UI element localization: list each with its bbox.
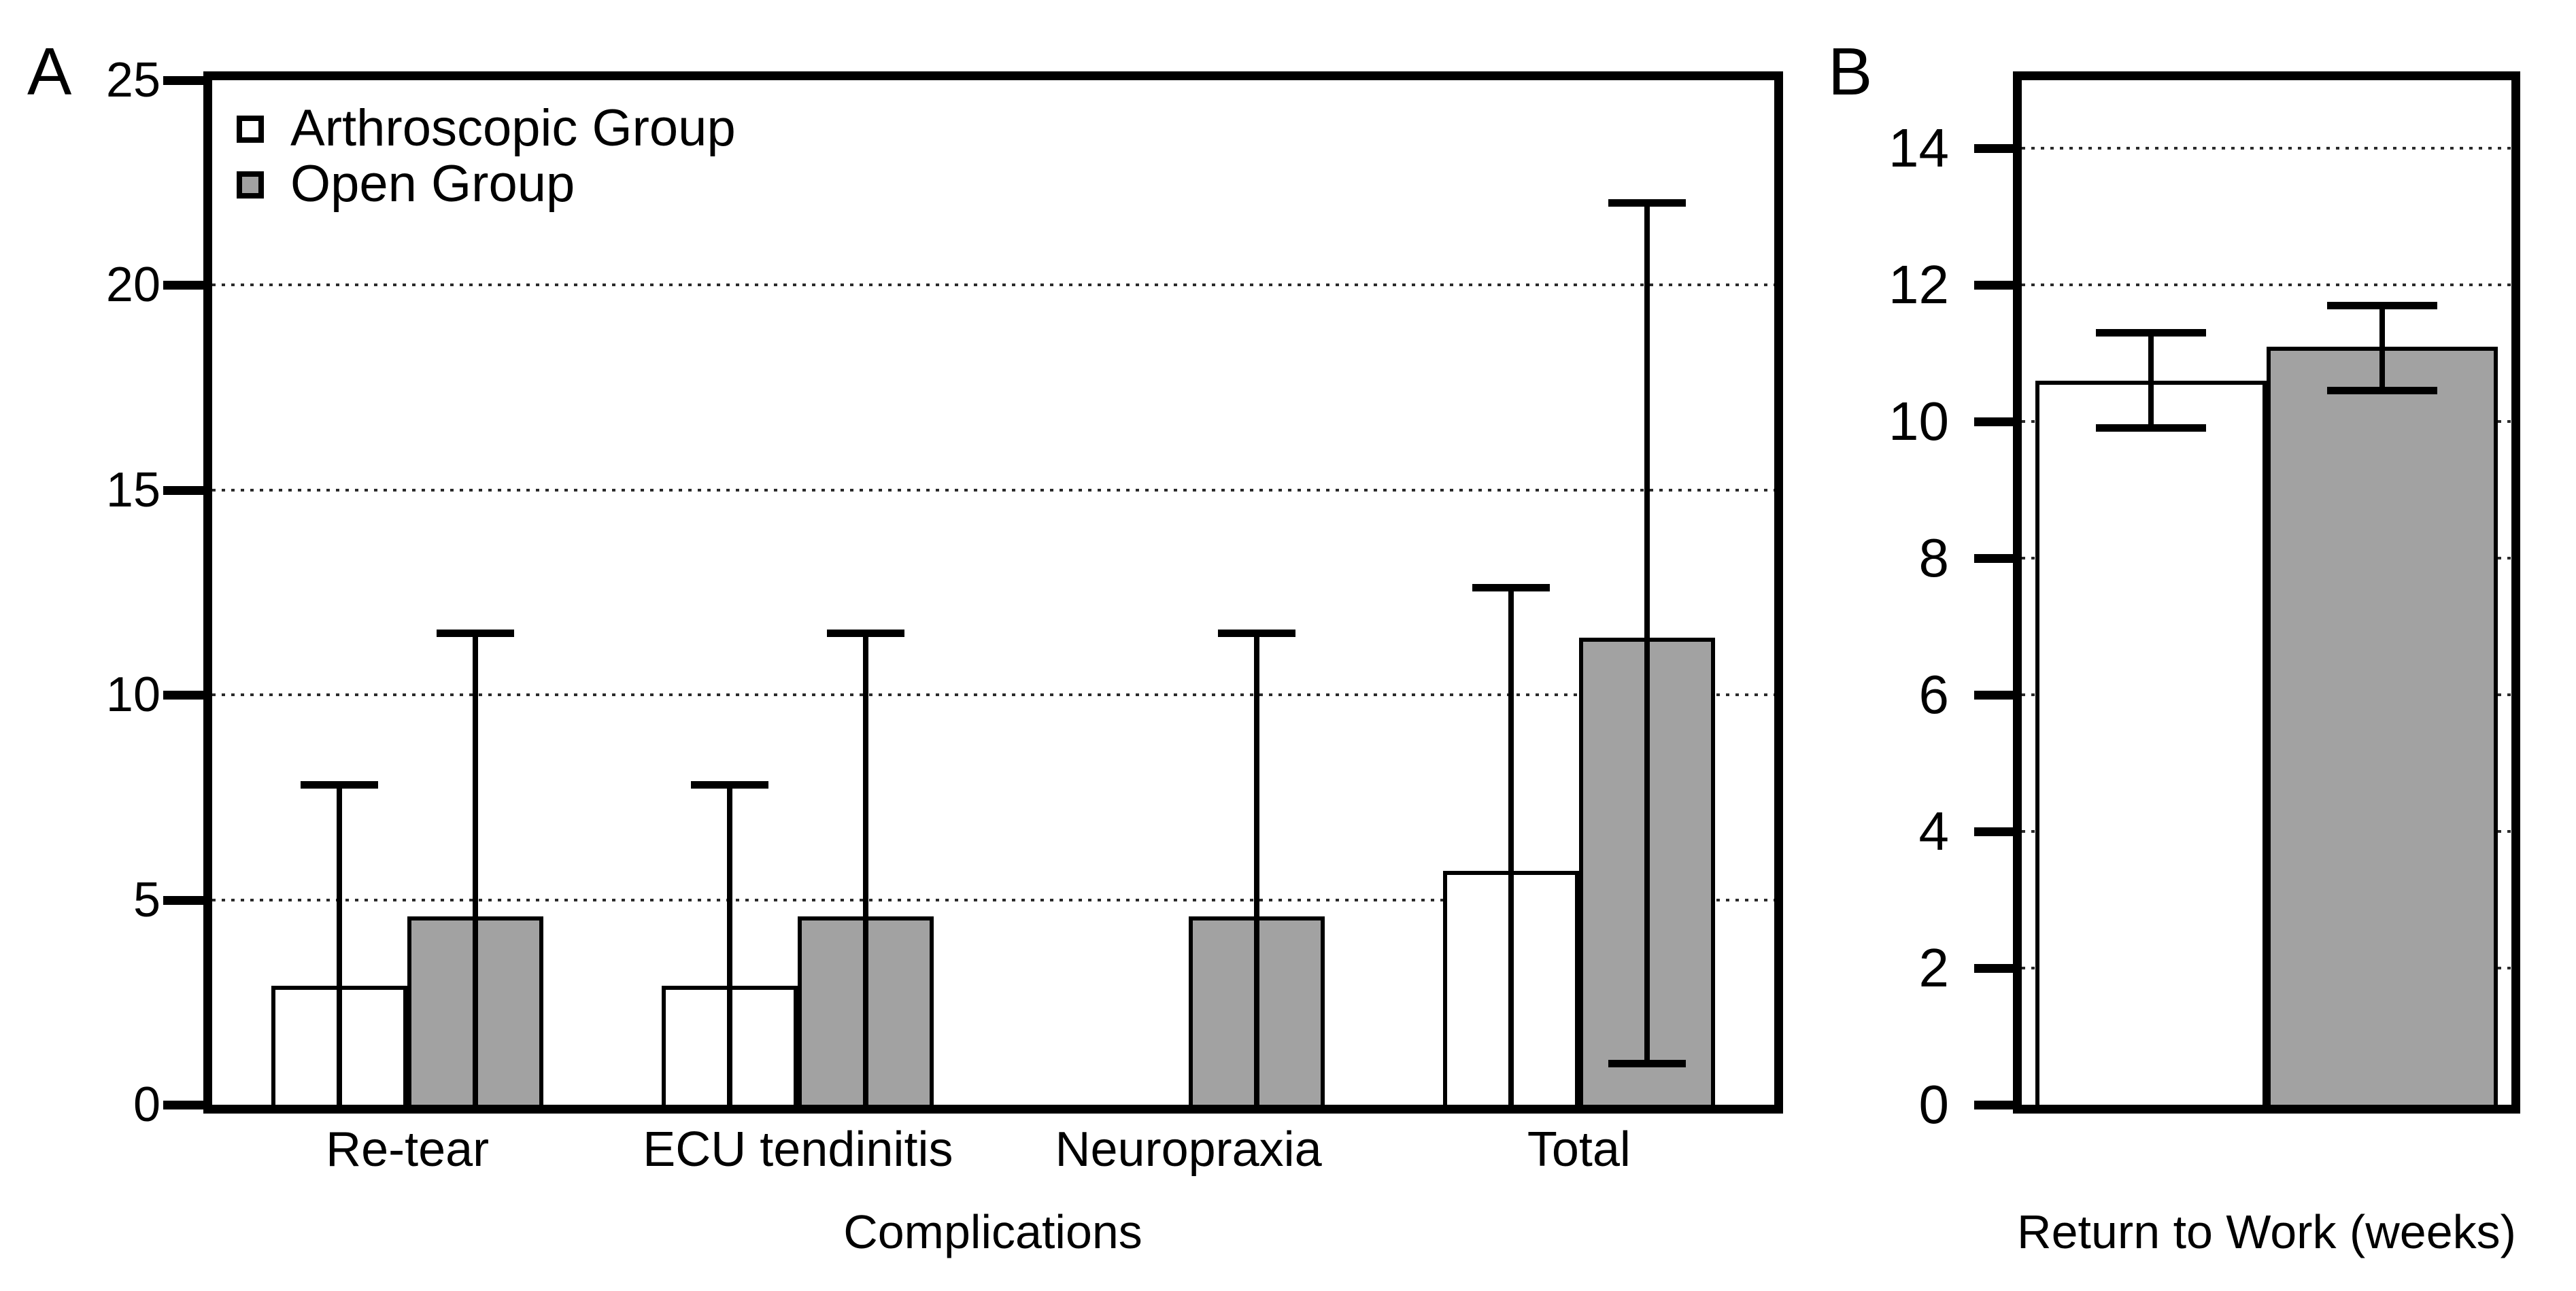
error-bar-cap-top (2096, 328, 2206, 337)
error-bar-cap-top (1608, 199, 1686, 207)
error-bar-cap-bottom (2096, 424, 2206, 432)
error-bar-cap-top (1472, 584, 1550, 592)
y-axis-tick (1974, 1101, 2013, 1109)
error-bar (2148, 332, 2154, 429)
y-axis-tick-label: 0 (1918, 1074, 1950, 1135)
legend-swatch-arthroscopic (237, 116, 264, 143)
y-axis-tick-label: 5 (133, 872, 160, 927)
legend-label-open: Open Group (290, 155, 575, 213)
panel-a-xaxis-title: Complications (843, 1205, 1142, 1258)
y-axis-tick (163, 895, 203, 905)
error-bar (1253, 633, 1259, 1105)
panel-a-plot-area (203, 71, 1783, 1114)
y-axis-tick (1974, 144, 2013, 154)
y-axis-tick (163, 691, 203, 700)
error-bar (863, 633, 869, 1105)
error-bar-cap-top (301, 780, 379, 789)
error-bar-cap-top (691, 780, 769, 789)
panel-b-xaxis-title: Return to Work (weeks) (2017, 1205, 2516, 1258)
y-axis-tick-label: 2 (1918, 937, 1950, 999)
y-axis-tick-label: 10 (105, 668, 160, 723)
y-axis-tick (1974, 691, 2013, 700)
error-bar (337, 785, 343, 1105)
legend-swatch-open (237, 171, 264, 199)
error-bar (2379, 305, 2385, 392)
bar-arthroscopic-return-to-work-weeks- (2035, 381, 2267, 1105)
y-axis-tick (1974, 281, 2013, 290)
error-bar-cap-top (2327, 301, 2437, 309)
bar-open-return-to-work-weeks- (2267, 346, 2498, 1105)
error-bar-cap-top (1217, 629, 1295, 637)
x-category-label-total: Total (1527, 1122, 1631, 1177)
y-axis-tick (1974, 554, 2013, 564)
y-axis-tick-label: 14 (1888, 118, 1949, 179)
gridline-y-15 (212, 488, 1774, 492)
y-axis-tick-label: 6 (1918, 664, 1950, 725)
error-bar-cap-top (437, 629, 515, 637)
y-axis-tick (163, 281, 203, 290)
gridline-y-12 (2022, 283, 2511, 287)
gridline-y-14 (2022, 147, 2511, 150)
y-axis-tick (1974, 417, 2013, 427)
y-axis-tick-label: 20 (105, 258, 160, 313)
y-axis-tick (163, 1101, 203, 1109)
y-axis-tick-label: 10 (1888, 391, 1949, 452)
gridline-y-20 (212, 283, 1774, 287)
x-category-label-re-tear: Re-tear (326, 1122, 490, 1177)
panel-a-letter: A (27, 34, 72, 109)
error-bar-cap-bottom (2327, 387, 2437, 395)
y-axis-tick-label: 25 (105, 53, 160, 107)
y-axis-tick-label: 0 (133, 1078, 160, 1132)
panel-b-plot-area (2013, 71, 2520, 1114)
x-category-label-neuropraxia: Neuropraxia (1055, 1122, 1322, 1177)
error-bar (1644, 203, 1650, 1064)
y-axis-tick (1974, 827, 2013, 837)
gridline-y-10 (212, 693, 1774, 697)
legend-label-arthroscopic: Arthroscopic Group (290, 99, 736, 157)
y-axis-tick-label: 12 (1888, 254, 1949, 315)
error-bar-cap-bottom (1608, 1059, 1686, 1067)
error-bar (473, 633, 479, 1105)
panel-b-letter: B (1828, 34, 1873, 109)
y-axis-tick (1974, 964, 2013, 974)
y-axis-tick (163, 76, 203, 85)
y-axis-tick-label: 4 (1918, 801, 1950, 862)
error-bar (1508, 588, 1514, 1105)
y-axis-tick-label: 15 (105, 462, 160, 517)
x-category-label-ecu-tendinitis: ECU tendinitis (643, 1122, 953, 1177)
y-axis-tick-label: 8 (1918, 528, 1950, 589)
error-bar-cap-top (827, 629, 905, 637)
y-axis-tick (163, 485, 203, 495)
gridline-y-5 (212, 898, 1774, 901)
error-bar (727, 785, 733, 1105)
